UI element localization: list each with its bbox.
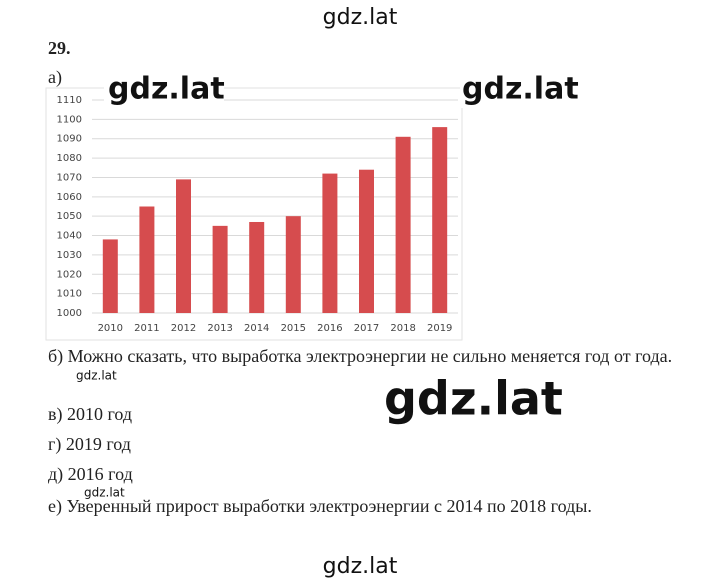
y-tick-label: 1030	[57, 250, 82, 261]
answer: г) 2019 год	[48, 434, 131, 454]
y-tick-label: 1050	[57, 211, 82, 222]
watermark: gdz.lat	[323, 5, 398, 30]
x-tick-label: 2019	[427, 323, 452, 334]
y-tick-label: 1080	[57, 153, 82, 164]
x-tick-label: 2015	[281, 323, 306, 334]
x-tick-label: 2014	[244, 323, 269, 334]
bar	[102, 239, 118, 313]
bar	[359, 169, 374, 313]
bar	[139, 206, 155, 313]
y-tick-label: 1000	[57, 308, 82, 319]
watermark-bg	[104, 72, 224, 108]
watermark: gdz.lat	[84, 486, 125, 500]
bar	[176, 179, 191, 313]
part-label: а)	[48, 67, 62, 87]
x-tick-label: 2011	[134, 323, 159, 334]
bar	[395, 136, 411, 313]
watermark: gdz.lat	[323, 554, 398, 579]
watermark-bg	[224, 90, 464, 93]
y-tick-label: 1040	[57, 231, 82, 242]
bar	[249, 221, 265, 313]
x-tick-label: 2013	[207, 323, 232, 334]
bar	[432, 127, 448, 313]
watermark: gdz.lat	[462, 72, 579, 107]
x-tick-label: 2012	[171, 323, 196, 334]
bar	[322, 173, 338, 313]
y-tick-label: 1070	[57, 172, 82, 183]
y-tick-label: 1110	[57, 95, 82, 106]
answer: е) Уверенный прирост выработки электроэн…	[48, 496, 592, 516]
answer: д) 2016 год	[48, 464, 133, 484]
bar	[285, 216, 301, 313]
bar	[212, 225, 228, 313]
x-tick-label: 2018	[390, 323, 415, 334]
y-tick-label: 1090	[57, 134, 82, 145]
problem-number: 29.	[48, 38, 71, 58]
y-tick-label: 1100	[57, 114, 82, 125]
x-tick-label: 2010	[98, 323, 123, 334]
x-tick-label: 2016	[317, 323, 342, 334]
answer: б) Можно сказать, что выработка электроэ…	[48, 346, 673, 366]
chart-frame	[45, 87, 463, 341]
watermark-bg	[460, 72, 584, 108]
y-tick-label: 1060	[57, 192, 82, 203]
y-tick-label: 1010	[57, 289, 82, 300]
x-tick-label: 2017	[354, 323, 379, 334]
y-tick-label: 1020	[57, 269, 82, 280]
watermark: gdz.lat	[384, 372, 563, 426]
watermark: gdz.lat	[108, 72, 225, 107]
watermark: gdz.lat	[76, 369, 117, 383]
answer: в) 2010 год	[48, 404, 133, 424]
